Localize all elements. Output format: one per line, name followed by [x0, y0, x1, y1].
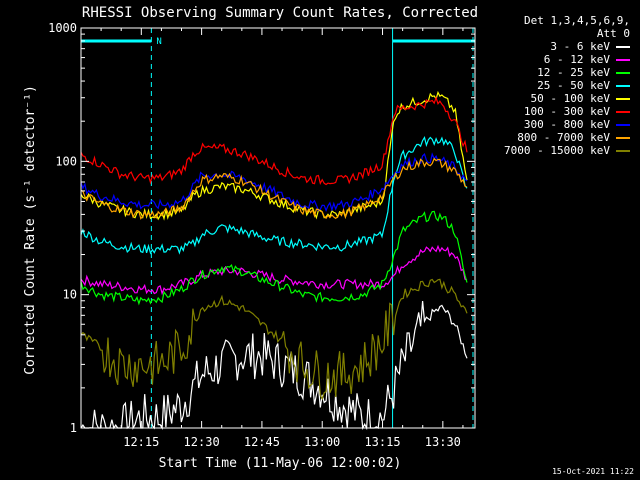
legend-entry-2: 12 - 25 keV — [504, 66, 630, 79]
series-line-4 — [80, 90, 468, 221]
legend-swatch — [616, 149, 630, 152]
legend-swatch — [616, 123, 630, 126]
legend-entry-0: 3 - 6 keV — [504, 40, 630, 53]
x-axis-label: Start Time (11-May-06 12:00:02) — [159, 456, 402, 471]
series-line-7 — [80, 157, 468, 220]
series-line-1 — [80, 244, 468, 296]
plot-frame — [80, 27, 476, 429]
night-bands: N — [81, 28, 475, 428]
legend-detectors: Det 1,3,4,5,6,9, — [524, 14, 630, 27]
legend-entry-label: 6 - 12 keV — [543, 53, 610, 66]
series-line-8 — [80, 278, 468, 401]
y-tick-label-3: 1000 — [48, 21, 77, 35]
x-tick-label-2: 12:45 — [244, 435, 280, 449]
legend-attenuator: Att 0 — [596, 27, 630, 40]
legend-entry-label: 100 - 300 keV — [523, 105, 610, 118]
chart-title: RHESSI Observing Summary Count Rates, Co… — [82, 5, 478, 21]
legend-entry-label: 300 - 800 keV — [523, 118, 610, 131]
legend-entry-6: 300 - 800 keV — [504, 118, 630, 131]
series-line-2 — [80, 210, 468, 306]
y-axis-label: Corrected Count Rate (s⁻¹ detector⁻¹) — [23, 85, 38, 375]
x-tick-label-4: 13:15 — [364, 435, 400, 449]
legend-swatch — [616, 136, 630, 139]
legend: Det 1,3,4,5,6,9, Att 0 3 - 6 keV 6 - 12 k… — [504, 14, 630, 157]
legend-entry-label: 7000 - 15000 keV — [504, 144, 610, 157]
x-tick-label-3: 13:00 — [304, 435, 340, 449]
series-line-6 — [80, 152, 468, 213]
legend-swatch — [616, 71, 630, 74]
legend-swatch — [616, 45, 630, 48]
y-tick-label-1: 10 — [63, 288, 77, 302]
series-line-5 — [80, 95, 468, 186]
legend-swatch — [616, 58, 630, 61]
series-line-3 — [80, 135, 468, 255]
legend-entry-4: 50 - 100 keV — [504, 92, 630, 105]
legend-entry-8: 7000 - 15000 keV — [504, 144, 630, 157]
x-tick-label-5: 13:30 — [425, 435, 461, 449]
legend-entry-label: 800 - 7000 keV — [517, 131, 610, 144]
legend-entry-3: 25 - 50 keV — [504, 79, 630, 92]
axes: 12:15 12:30 12:45 13:00 13:15 13:30 1 10 100 1000 — [48, 21, 476, 449]
legend-swatch — [616, 84, 630, 87]
legend-entry-label: 25 - 50 keV — [537, 79, 610, 92]
generated-timestamp: 15-Oct-2021 11:22 — [552, 467, 634, 476]
series-line-0 — [80, 301, 468, 431]
legend-swatch — [616, 97, 630, 100]
legend-entry-label: 12 - 25 keV — [537, 66, 610, 79]
y-tick-label-2: 100 — [55, 154, 77, 168]
y-tick-label-0: 1 — [70, 421, 77, 435]
series-lines — [80, 90, 468, 431]
legend-entry-7: 800 - 7000 keV — [504, 131, 630, 144]
legend-entry-1: 6 - 12 keV — [504, 53, 630, 66]
x-tick-label-1: 12:30 — [184, 435, 220, 449]
legend-entry-5: 100 - 300 keV — [504, 105, 630, 118]
night-marker-label: N — [156, 37, 161, 47]
x-tick-label-0: 12:15 — [123, 435, 159, 449]
legend-swatch — [616, 110, 630, 113]
legend-entry-label: 50 - 100 keV — [530, 92, 610, 105]
legend-entry-label: 3 - 6 keV — [550, 40, 610, 53]
